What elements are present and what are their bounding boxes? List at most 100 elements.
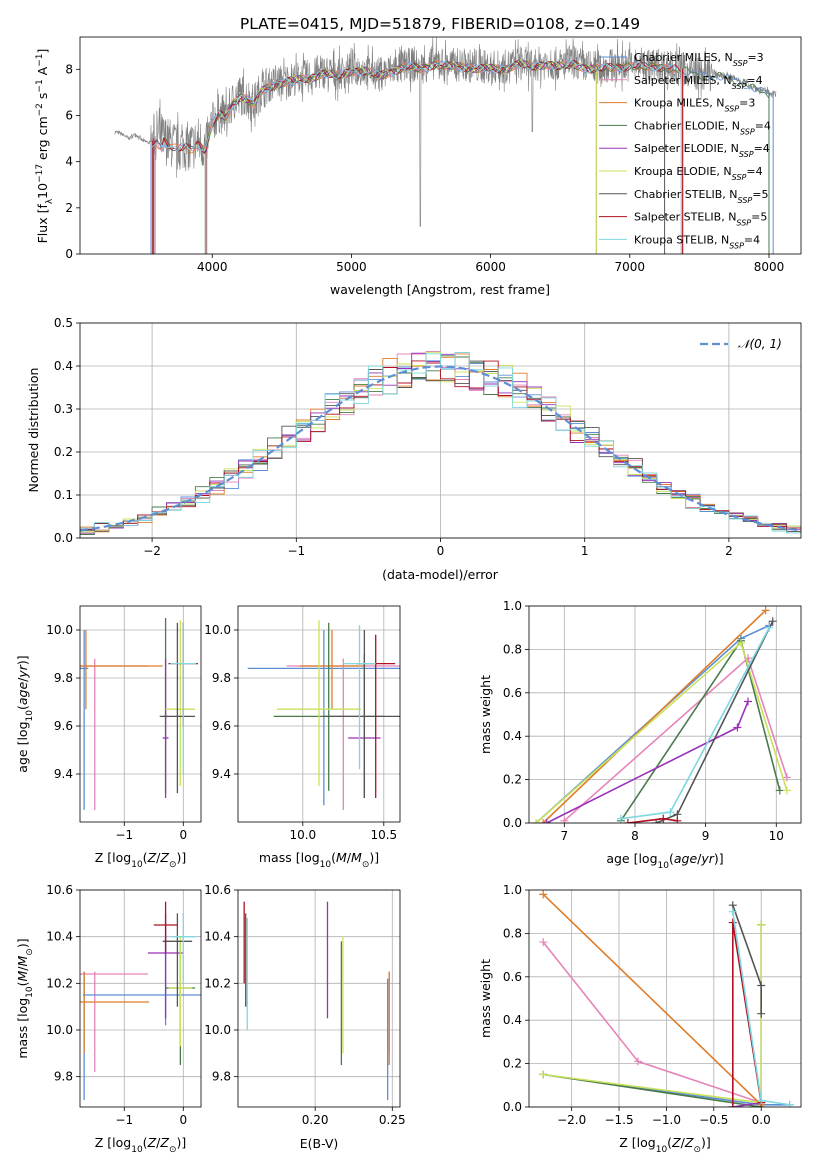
x-axis-label: Z [log10(Z/Z⊙)] — [95, 1135, 187, 1155]
weight-marker — [757, 1096, 766, 1105]
y-tick-label: 10.2 — [204, 976, 231, 990]
panel-z-mass: −1 0 9.8 10.0 10.2 10.4 10.6 Z [log10(Z/Z⊙)] mas… — [15, 883, 202, 1155]
weight-marker — [757, 1009, 766, 1018]
y-tick-label: 0.6 — [503, 686, 522, 700]
weight-marker — [560, 816, 569, 823]
weight-marker — [623, 819, 632, 823]
x-tick-label: 7 — [561, 829, 569, 843]
y-tick-label: 0.2 — [54, 445, 73, 459]
weight-marker — [757, 981, 766, 990]
y-tick-label: 0.8 — [503, 926, 522, 940]
x-tick-label: −1 — [287, 544, 305, 558]
x-tick-label: 8 — [631, 829, 639, 843]
x-axis-label: mass [log10(M/M⊙)] — [259, 850, 379, 870]
x-axis-label: age [log10(age/yr)] — [606, 851, 723, 871]
x-tick-label: −2 — [143, 544, 161, 558]
x-axis-label: Z [log10(Z/Z⊙)] — [95, 850, 187, 870]
weight-line — [542, 609, 767, 823]
y-axis-label: Flux [fλ10−17 erg cm−2 s−1 A−1] — [35, 49, 55, 244]
weight-marker — [539, 819, 548, 823]
y-tick-label: 0.8 — [503, 642, 522, 656]
y-tick-label: 2 — [65, 201, 73, 215]
weight-marker — [733, 723, 742, 732]
legend-entry: Kroupa ELODIE, NSSP=4 — [634, 165, 763, 182]
weight-marker — [633, 1057, 642, 1066]
weight-marker — [539, 1070, 548, 1079]
y-tick-label: 0.3 — [54, 402, 73, 416]
x-axis-label: E(B-V) — [300, 1136, 339, 1151]
weight-marker — [539, 890, 548, 899]
plot-area — [247, 620, 400, 810]
y-tick-label: 0.6 — [503, 970, 522, 984]
plot-area — [243, 901, 390, 1100]
y-axis-label: age [log10(age/yr)] — [15, 655, 35, 772]
x-tick-label: 0 — [437, 544, 445, 558]
weight-line — [546, 701, 749, 823]
y-tick-label: 1.0 — [503, 883, 522, 897]
x-tick-label: 6000 — [475, 260, 506, 274]
plot-area — [80, 618, 199, 810]
y-tick-label: 10.6 — [204, 883, 231, 897]
x-tick-label: 4000 — [197, 260, 228, 274]
y-tick-label: 0.4 — [503, 729, 522, 743]
y-tick-label: 0.5 — [54, 316, 73, 330]
y-tick-label: 10.0 — [204, 623, 231, 637]
model-spectrum-line — [151, 60, 681, 152]
y-axis-label: Normed distribution — [26, 368, 41, 493]
y-axis-label: mass weight — [478, 675, 493, 754]
y-tick-label: 0 — [65, 247, 73, 261]
y-tick-label: 1.0 — [503, 599, 522, 613]
x-tick-label: −1 — [115, 828, 133, 842]
weight-marker — [768, 617, 777, 626]
y-tick-label: 9.4 — [54, 767, 73, 781]
weight-line — [542, 893, 762, 1106]
legend-entry: Chabrier STELIB, NSSP=5 — [634, 188, 768, 205]
axes-frame — [237, 889, 401, 1108]
figure-title: PLATE=0415, MJD=51879, FIBERID=0108, z=0… — [240, 15, 640, 33]
model-spectrum-line — [152, 59, 683, 154]
weight-line — [620, 638, 781, 822]
y-tick-label: 0.0 — [503, 816, 522, 830]
x-tick-label: 10.5 — [370, 828, 397, 842]
y-tick-label: 4 — [65, 155, 73, 169]
residual-histogram — [80, 352, 801, 534]
weight-line — [543, 924, 762, 1107]
y-tick-label: 10.0 — [46, 1023, 73, 1037]
weight-line — [543, 924, 762, 1104]
y-tick-label: 10.0 — [204, 1023, 231, 1037]
weight-marker — [673, 816, 682, 823]
panel-age-weight: 7 8 9 10 0.0 0.2 0.4 0.6 0.8 1.0 age [log10(age/yr… — [478, 599, 802, 871]
x-tick-label: −1.5 — [604, 1113, 633, 1127]
y-tick-label: 8 — [65, 62, 73, 76]
weight-marker — [728, 1103, 737, 1107]
weight-marker — [736, 638, 745, 647]
axes-frame — [79, 322, 802, 539]
weight-marker — [785, 1100, 794, 1107]
plot-area — [539, 890, 794, 1107]
axes-frame — [237, 605, 401, 823]
x-tick-label: 0 — [179, 828, 187, 842]
weight-line — [620, 627, 770, 820]
y-axis-label: mass weight — [478, 959, 493, 1038]
y-tick-label: 6 — [65, 108, 73, 122]
weight-marker — [666, 808, 675, 817]
y-tick-label: 9.8 — [212, 671, 231, 685]
y-tick-label: 10.2 — [46, 976, 73, 990]
y-tick-label: 0.0 — [503, 1100, 522, 1114]
y-tick-label: 9.6 — [54, 719, 73, 733]
residual-histogram — [80, 360, 801, 530]
weight-marker — [782, 786, 791, 795]
x-tick-label: −0.5 — [699, 1113, 728, 1127]
y-tick-label: 9.8 — [54, 671, 73, 685]
y-tick-label: 0.4 — [54, 359, 73, 373]
weight-marker — [539, 938, 548, 947]
x-tick-label: 10 — [769, 829, 784, 843]
y-tick-label: 9.4 — [212, 767, 231, 781]
panel-z-age: −1 0 9.4 9.6 9.8 10.0 Z [log10(Z/Z⊙)] age [log1… — [15, 605, 202, 870]
plot-area — [80, 901, 201, 1100]
y-tick-label: 9.6 — [212, 719, 231, 733]
x-tick-label: 0.20 — [302, 1113, 329, 1127]
legend-entry: Chabrier MILES, NSSP=3 — [634, 51, 764, 68]
y-tick-label: 0.0 — [54, 531, 73, 545]
